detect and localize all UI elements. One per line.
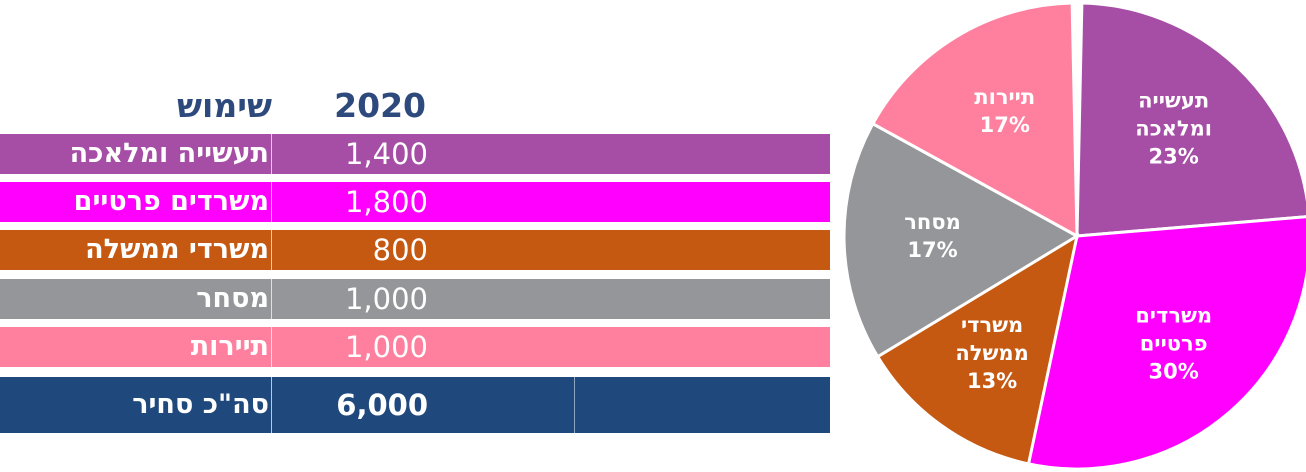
pie-slice-label: משרדי ממשלה 13% <box>955 313 1028 393</box>
row-value: 800 <box>372 233 428 267</box>
row-name: מסחר <box>0 279 272 319</box>
row-value: 1,000 <box>344 282 428 316</box>
row-value: 1,400 <box>344 137 428 171</box>
pie-slice-label: משרדים פרטיים 30% <box>1135 303 1212 383</box>
row-name: משרדים פרטיים <box>0 182 272 222</box>
pie-slice <box>842 121 1080 359</box>
pie-slice <box>873 233 1080 466</box>
usage-table: 2020 שימוש תעשייה ומלאכה 1,400 משרדים פר… <box>0 86 830 433</box>
table-row: תעשייה ומלאכה 1,400 <box>0 134 830 174</box>
table-row: משרדי ממשלה 800 <box>0 230 830 270</box>
row-name: תיירות <box>0 327 272 367</box>
total-row: סה"כ סחיר 6,000 <box>0 377 830 433</box>
pie-slice-label: תעשייה ומלאכה 23% <box>1135 89 1212 169</box>
row-name: משרדי ממשלה <box>0 230 272 270</box>
table-row: משרדים פרטיים 1,800 <box>0 182 830 222</box>
pie-slice-label: מסחר 17% <box>904 210 961 262</box>
total-divider <box>574 377 575 433</box>
pie-slice-label: תיירות 17% <box>974 85 1035 137</box>
row-name: תעשייה ומלאכה <box>0 134 272 174</box>
row-value: 1,800 <box>344 185 428 219</box>
table-row: תיירות 1,000 <box>0 327 830 367</box>
total-name: סה"כ סחיר <box>0 377 272 433</box>
total-value: 6,000 <box>336 388 428 422</box>
pie-slice <box>1021 215 1306 471</box>
pie-slice <box>870 1 1079 239</box>
use-header: שימוש <box>177 86 272 125</box>
pie-slice <box>1075 1 1306 238</box>
year-header: 2020 <box>334 86 426 125</box>
table-row: מסחר 1,000 <box>0 279 830 319</box>
row-value: 1,000 <box>344 330 428 364</box>
